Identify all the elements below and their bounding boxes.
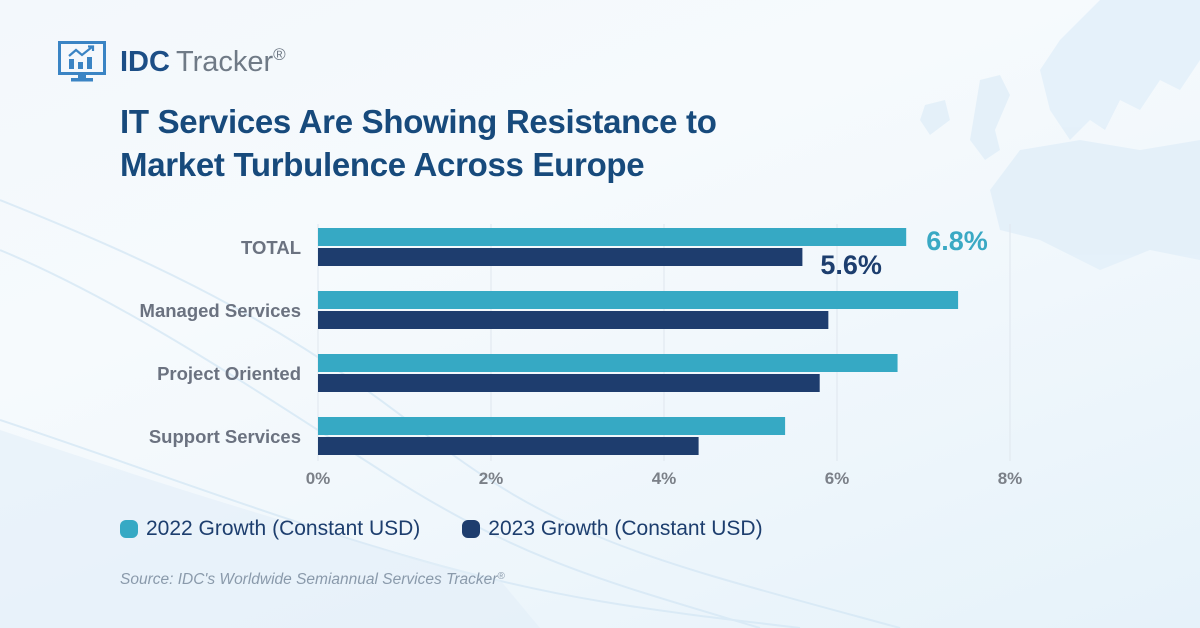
bars bbox=[318, 228, 959, 455]
x-axis-tick-labels: 0% 2% 4% 6% 8% bbox=[306, 469, 1023, 488]
bar-2022 bbox=[318, 417, 786, 435]
bar-2022 bbox=[318, 354, 898, 372]
source-text: Source: IDC's Worldwide Semiannual Servi… bbox=[120, 571, 498, 588]
bar-2023 bbox=[318, 311, 829, 329]
bar-2023 bbox=[318, 437, 699, 455]
logo-brand: IDC bbox=[120, 45, 170, 78]
logo-product: Tracker bbox=[175, 45, 274, 78]
source-registered-mark: ® bbox=[497, 571, 505, 582]
category-label: Support Services bbox=[149, 426, 301, 447]
registered-mark: ® bbox=[273, 44, 286, 64]
idc-tracker-logo: IDC Tracker® bbox=[58, 41, 286, 83]
x-tick-label: 2% bbox=[479, 469, 504, 488]
x-tick-label: 6% bbox=[825, 469, 850, 488]
legend: 2022 Growth (Constant USD) 2023 Growth (… bbox=[120, 517, 805, 541]
category-label: Project Oriented bbox=[157, 363, 301, 384]
legend-swatch-2022 bbox=[120, 520, 138, 538]
data-labels: 6.8% 5.6% bbox=[820, 226, 987, 280]
legend-item-2022: 2022 Growth (Constant USD) bbox=[120, 517, 420, 541]
x-tick-label: 8% bbox=[998, 469, 1023, 488]
data-label-2023: 5.6% bbox=[820, 250, 882, 280]
bar-2022 bbox=[318, 291, 959, 309]
logo-wordmark: IDC Tracker® bbox=[120, 44, 286, 78]
title-line-2: Market Turbulence Across Europe bbox=[120, 146, 645, 183]
legend-swatch-2023 bbox=[462, 520, 481, 538]
legend-item-2023: 2023 Growth (Constant USD) bbox=[462, 517, 763, 541]
category-label: Managed Services bbox=[140, 300, 301, 321]
category-label: TOTAL bbox=[241, 237, 301, 258]
monitor-chart-icon bbox=[58, 41, 106, 82]
chart-title: IT Services Are Showing Resistance to Ma… bbox=[120, 100, 880, 186]
bar-2023 bbox=[318, 374, 820, 392]
bar-2023 bbox=[318, 248, 803, 266]
source-note: Source: IDC's Worldwide Semiannual Servi… bbox=[120, 571, 505, 589]
title-line-1: IT Services Are Showing Resistance to bbox=[120, 103, 717, 140]
legend-label-2023: 2023 Growth (Constant USD) bbox=[488, 517, 763, 540]
x-tick-label: 0% bbox=[306, 469, 331, 488]
legend-label-2022: 2022 Growth (Constant USD) bbox=[146, 517, 421, 540]
data-label-2022: 6.8% bbox=[926, 226, 988, 256]
bar-2022 bbox=[318, 228, 907, 246]
category-labels: TOTAL Managed Services Project Oriented Sup… bbox=[140, 237, 301, 447]
europe-map-silhouette bbox=[920, 0, 1200, 270]
x-tick-label: 4% bbox=[652, 469, 677, 488]
